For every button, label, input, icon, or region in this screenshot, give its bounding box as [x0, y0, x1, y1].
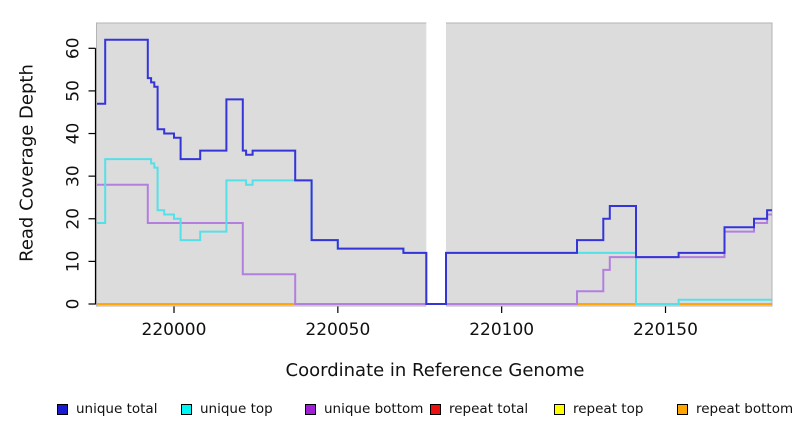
x-tick-label: 220100: [469, 320, 534, 340]
legend-label: unique top: [200, 401, 273, 417]
x-tick-label: 220000: [142, 320, 207, 340]
legend-swatch-unique-total: [57, 403, 68, 415]
y-tick-label: 10: [64, 251, 84, 273]
legend-item-unique-total: unique total: [57, 401, 158, 417]
y-tick-label: 30: [64, 165, 84, 187]
legend-label: unique total: [76, 401, 158, 417]
y-tick-label: 0: [64, 299, 84, 310]
legend-item-unique-top: unique top: [181, 401, 273, 417]
x-tick-label: 220150: [633, 320, 698, 340]
legend-label: repeat top: [573, 401, 644, 417]
legend-swatch-repeat-total: [430, 403, 441, 415]
masked-region: [426, 21, 446, 307]
y-tick-label: 40: [64, 123, 84, 145]
y-axis-label: Read Coverage Depth: [16, 64, 38, 262]
legend-swatch-repeat-top: [554, 403, 565, 415]
y-tick-label: 20: [64, 208, 84, 230]
legend-swatch-repeat-bottom: [677, 403, 688, 415]
legend-item-repeat-bottom: repeat bottom: [677, 401, 792, 417]
legend-item-unique-bottom: unique bottom: [305, 401, 424, 417]
y-tick-label: 60: [64, 37, 84, 59]
legend-label: repeat total: [449, 401, 529, 417]
legend-swatch-unique-bottom: [305, 403, 316, 415]
legend-item-repeat-total: repeat total: [430, 401, 529, 417]
y-tick-label: 50: [64, 80, 84, 102]
legend-label: unique bottom: [324, 401, 424, 417]
x-tick-label: 220050: [305, 320, 370, 340]
legend-label: repeat bottom: [696, 401, 792, 417]
x-axis-label: Coordinate in Reference Genome: [285, 360, 585, 381]
legend-swatch-unique-top: [181, 403, 192, 415]
legend-item-repeat-top: repeat top: [554, 401, 644, 417]
series-line-unique-total: [97, 38, 772, 305]
